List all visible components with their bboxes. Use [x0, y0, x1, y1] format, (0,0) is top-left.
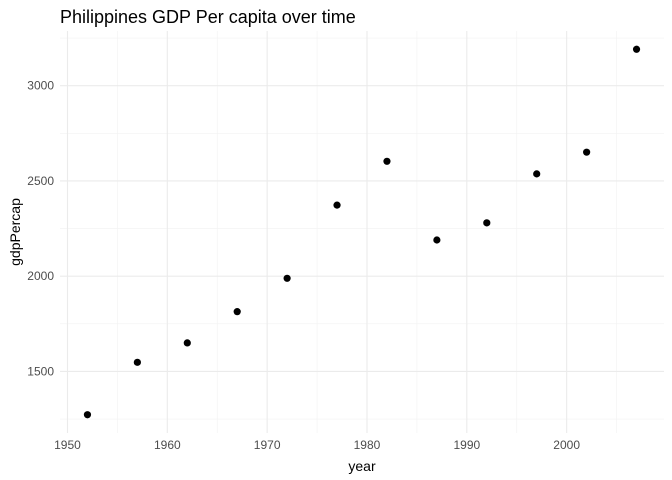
x-tick-label: 1990	[453, 438, 480, 452]
x-tick-label: 1960	[154, 438, 181, 452]
chart-title: Philippines GDP Per capita over time	[60, 7, 356, 27]
x-tick-label: 1950	[54, 438, 81, 452]
data-point	[632, 45, 641, 53]
data-point	[333, 201, 341, 209]
data-point	[383, 157, 391, 165]
y-tick-label: 2500	[27, 174, 54, 188]
data-point	[533, 170, 541, 178]
x-tick-label: 1970	[254, 438, 281, 452]
x-tick-labels: 1950 1960 1970 1980 1990 2000	[54, 438, 580, 452]
minor-gridlines	[60, 31, 664, 433]
data-point	[283, 274, 291, 282]
y-tick-label: 1500	[27, 364, 54, 378]
data-point	[583, 148, 591, 156]
y-axis-title: gdpPercap	[7, 198, 23, 266]
x-axis-title: year	[348, 458, 376, 474]
y-tick-label: 2000	[27, 269, 54, 283]
data-points	[83, 45, 641, 419]
y-tick-label: 3000	[27, 79, 54, 93]
data-point	[133, 358, 141, 366]
data-point	[433, 236, 441, 244]
x-tick-label: 2000	[553, 438, 580, 452]
major-gridlines	[60, 31, 664, 433]
x-tick-label: 1980	[354, 438, 381, 452]
data-point	[183, 339, 191, 347]
y-tick-labels: 1500 2000 2500 3000	[27, 79, 54, 379]
data-point	[483, 219, 491, 227]
data-point	[83, 411, 92, 419]
data-point	[233, 308, 241, 316]
